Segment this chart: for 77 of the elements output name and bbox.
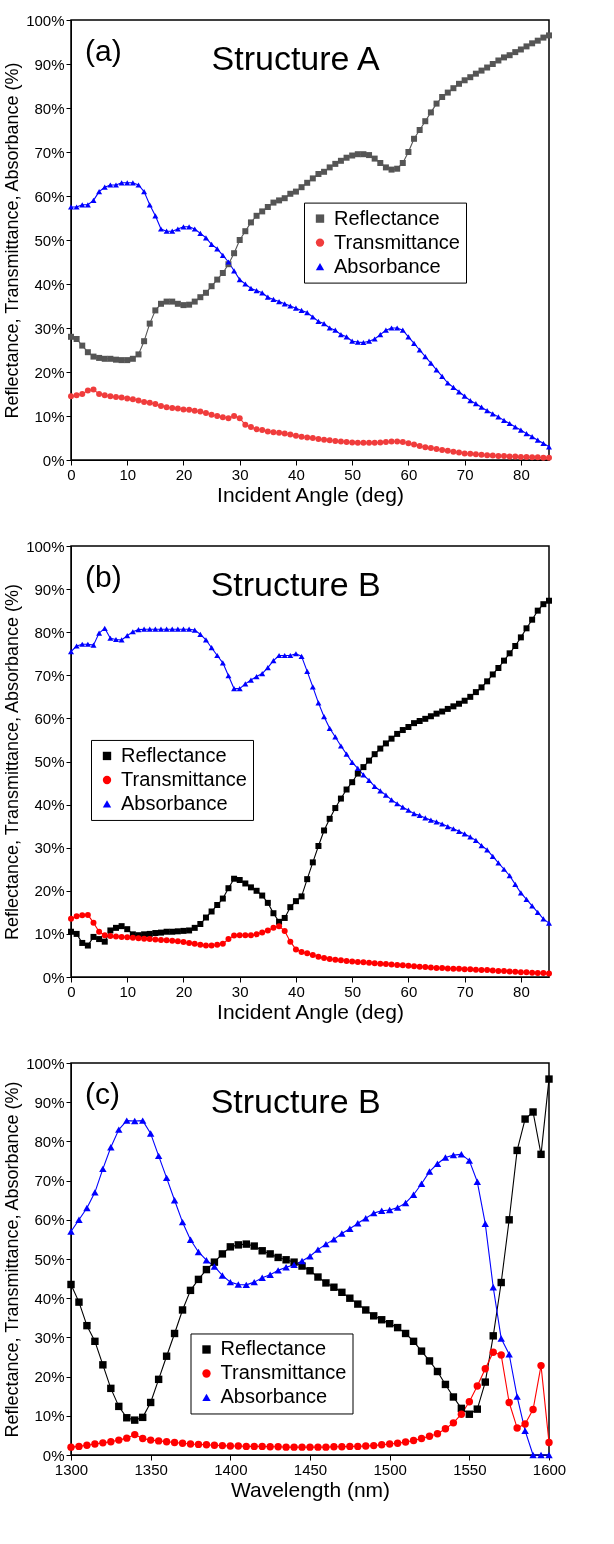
y-tick-label: 50%: [34, 1250, 65, 1268]
x-tick-label: 0: [67, 465, 76, 483]
y-tick-label: 10%: [34, 407, 65, 425]
y-tick-label: 40%: [34, 796, 65, 814]
y-tick-label: 80%: [34, 623, 65, 641]
x-tick-label: 50: [344, 982, 362, 1000]
x-tick-label: 60: [400, 982, 418, 1000]
x-axis-title: Incident Angle (deg): [217, 999, 404, 1023]
x-axis-title: Wavelength (nm): [230, 1477, 391, 1501]
x-tick-label: 80: [513, 982, 530, 1000]
legend-label: Absorbance: [334, 254, 441, 277]
y-tick-label: 20%: [34, 882, 65, 900]
y-tick-label: 0%: [42, 451, 65, 469]
x-tick-label: 40: [288, 982, 305, 1000]
legend-label: Reflectance: [334, 206, 440, 229]
y-tick-label: 50%: [34, 753, 65, 770]
y-tick-label: 10%: [34, 1407, 65, 1425]
y-tick-label: 10%: [34, 925, 65, 943]
y-axis-title: Reflectance, Transmittance, Absorbance (%): [2, 1081, 23, 1438]
y-tick-label: 100%: [26, 11, 65, 29]
x-tick-label: 1600: [532, 1460, 567, 1478]
x-tick-label: 30: [231, 982, 249, 1000]
y-tick-label: 60%: [34, 1211, 65, 1229]
y-axis-title: Reflectance, Transmittance, Absorbance (%): [2, 583, 23, 941]
x-tick-label: 30: [231, 465, 249, 483]
annotation: (c): [85, 1077, 120, 1110]
x-tick-label: 10: [119, 982, 137, 1000]
x-tick-label: 50: [344, 465, 362, 483]
x-tick-label: 40: [288, 465, 305, 483]
y-tick-label: 40%: [34, 275, 65, 293]
legend-label: Transmittance: [220, 1361, 347, 1384]
y-tick-label: 80%: [34, 99, 65, 117]
y-tick-label: 20%: [34, 363, 65, 381]
legend-label: Transmittance: [121, 767, 247, 790]
y-tick-label: 70%: [34, 666, 65, 684]
x-tick-label: 60: [400, 465, 418, 483]
x-tick-label: 1350: [134, 1460, 168, 1478]
y-tick-label: 100%: [26, 1054, 65, 1072]
y-tick-label: 60%: [34, 709, 65, 727]
y-tick-label: 30%: [34, 839, 65, 857]
text: Structure B: [210, 1082, 381, 1120]
x-tick-label: 20: [175, 465, 193, 483]
legend-label: Reflectance: [121, 743, 227, 766]
y-tick-label: 100%: [26, 537, 65, 555]
x-tick-label: 80: [513, 465, 530, 483]
annotation: (a): [85, 34, 122, 67]
x-tick-label: 1450: [293, 1460, 328, 1478]
x-tick-label: 1500: [373, 1460, 407, 1478]
legend-label: Absorbance: [121, 791, 228, 814]
x-tick-label: 70: [456, 465, 474, 483]
y-tick-label: 80%: [34, 1132, 65, 1150]
y-tick-label: 90%: [34, 580, 65, 598]
x-axis-title: Incident Angle (deg): [217, 482, 404, 506]
x-tick-label: 1550: [453, 1460, 487, 1478]
x-tick-label: 0: [67, 982, 76, 1000]
legend-label: Transmittance: [334, 230, 460, 253]
y-tick-label: 30%: [34, 1328, 65, 1346]
y-tick-label: 70%: [34, 143, 65, 161]
y-axis-title: Reflectance, Transmittance, Absorbance (%): [2, 62, 23, 419]
annotation: (b): [85, 560, 122, 593]
legend-label: Absorbance: [220, 1385, 328, 1408]
y-tick-label: 50%: [34, 231, 65, 249]
y-tick-label: 90%: [34, 55, 65, 73]
x-tick-label: 20: [175, 982, 193, 1000]
y-tick-label: 40%: [34, 1289, 65, 1307]
y-tick-label: 0%: [42, 968, 65, 986]
x-tick-label: 70: [456, 982, 474, 1000]
y-tick-label: 30%: [34, 319, 65, 337]
y-tick-label: 70%: [34, 1172, 65, 1190]
text: Structure B: [210, 565, 381, 603]
x-tick-label: 1400: [214, 1460, 248, 1478]
x-tick-label: 10: [119, 465, 137, 483]
text: Structure A: [211, 39, 381, 77]
y-tick-label: 90%: [34, 1093, 65, 1111]
y-tick-label: 60%: [34, 187, 65, 205]
legend-label: Reflectance: [220, 1337, 327, 1360]
y-tick-label: 20%: [34, 1368, 65, 1386]
